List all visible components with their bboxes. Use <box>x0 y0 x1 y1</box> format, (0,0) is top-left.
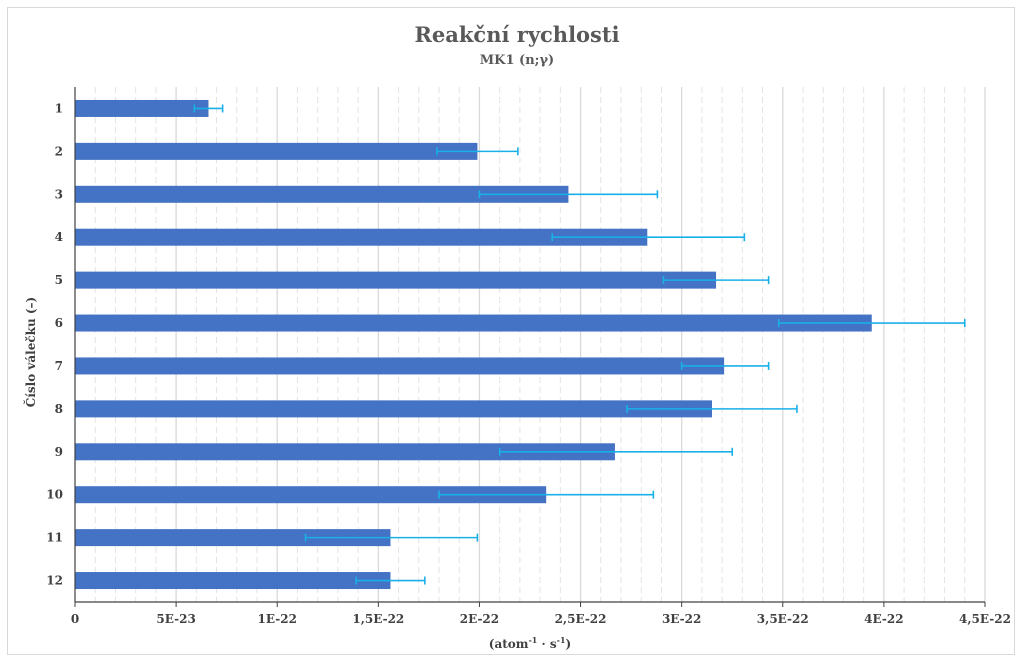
x-tick-labels: 0 5E-23 1E-22 1,5E-22 2E-22 2,5E-22 3E-22 3,5E-… <box>71 612 1011 626</box>
bars <box>75 99 872 590</box>
y-axis-label: Číslo válečku (–) <box>22 297 38 407</box>
x-tick-label: 3,5E-22 <box>757 612 809 626</box>
bar-1 <box>75 99 209 117</box>
bar-11 <box>75 529 391 547</box>
chart-title: Reakční rychlosti <box>414 22 619 47</box>
y-tick-label: 3 <box>55 187 63 201</box>
y-tick-label: 2 <box>55 144 63 158</box>
error-bars <box>193 104 966 585</box>
grid-lines <box>94 87 986 602</box>
y-tick-label: 9 <box>55 445 63 459</box>
y-tick-label: 7 <box>55 359 63 373</box>
y-tick-label: 10 <box>46 488 63 502</box>
x-tick-label: 5E-23 <box>156 612 195 626</box>
bar-7 <box>75 357 725 375</box>
x-tick-label: 4E-22 <box>864 612 903 626</box>
bar-8 <box>75 400 712 418</box>
bar-chart: Reakční rychlosti MK1 (n;γ) 0 5E-23 1E-22 1… <box>22 22 1011 651</box>
bar-6 <box>75 314 872 332</box>
y-tick-label: 6 <box>55 316 63 330</box>
y-tick-label: 12 <box>46 574 63 588</box>
y-tick-label: 8 <box>55 402 63 416</box>
bar-5 <box>75 271 717 289</box>
bar-9 <box>75 443 615 461</box>
y-tick-label: 11 <box>46 531 63 545</box>
x-tick-label: 3E-22 <box>662 612 701 626</box>
y-tick-label: 5 <box>55 273 63 287</box>
bar-12 <box>75 572 391 590</box>
x-tick-label: 4,5E-22 <box>959 612 1011 626</box>
x-tick-label: 2,5E-22 <box>555 612 607 626</box>
bar-4 <box>75 228 648 246</box>
chart-frame: Reakční rychlosti MK1 (n;γ) 0 5E-23 1E-22 1… <box>7 7 1015 655</box>
x-tick-label: 1,5E-22 <box>352 612 404 626</box>
x-axis-label: (atom-1 · s-1) <box>489 635 571 651</box>
x-tick-label: 1E-22 <box>258 612 297 626</box>
x-tick-label: 0 <box>71 612 79 626</box>
y-tick-label: 4 <box>55 230 63 244</box>
bar-3 <box>75 185 569 203</box>
y-tick-label: 1 <box>55 101 63 115</box>
x-tick-label: 2E-22 <box>460 612 499 626</box>
axes <box>74 87 986 607</box>
bar-10 <box>75 486 547 504</box>
chart-subtitle: MK1 (n;γ) <box>480 53 554 68</box>
bar-2 <box>75 142 478 160</box>
